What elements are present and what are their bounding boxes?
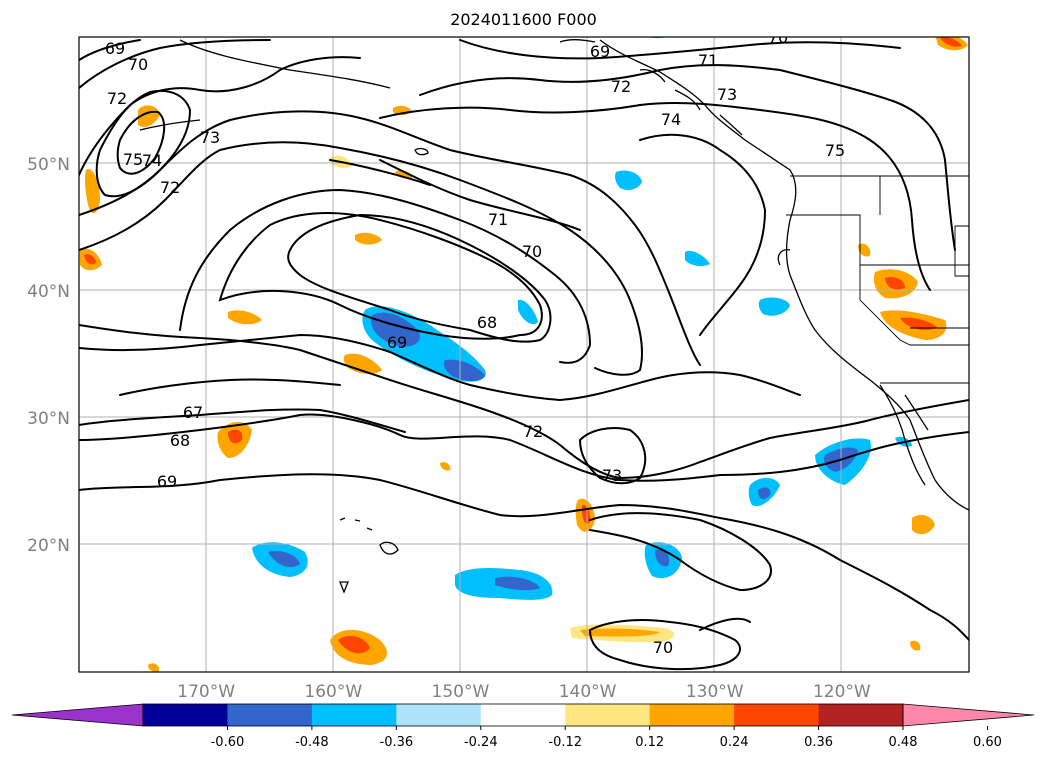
colorbar-bin — [734, 704, 820, 726]
contour-label: 75 — [825, 141, 845, 160]
contour-label: 72 — [107, 89, 127, 108]
latitude-label: 30°N — [27, 409, 70, 429]
colorbar-extend-low — [11, 703, 144, 727]
contour-label: 70 — [653, 638, 673, 657]
contour-label: 74 — [142, 151, 162, 170]
map-title: 2024011600 F000 — [450, 10, 597, 29]
colorbar-tick-label: 0.60 — [973, 735, 1002, 750]
contour-label: 71 — [698, 51, 718, 70]
colorbar-bin — [480, 704, 566, 726]
contour-label: 69 — [590, 42, 610, 61]
colorbar-tick-label: 0.24 — [720, 735, 749, 750]
colorbar-tick-label: -0.12 — [548, 735, 582, 750]
latitude-label: 20°N — [27, 536, 70, 556]
contour-label: 75 — [123, 150, 143, 169]
contour-label: 69 — [387, 333, 407, 352]
latitude-label: 40°N — [27, 282, 70, 302]
contour-label: 69 — [105, 39, 125, 58]
colorbar-bin — [396, 704, 482, 726]
longitude-label: 170°W — [177, 682, 235, 702]
contour-label: 70 — [768, 28, 788, 47]
contour-label: 70 — [128, 55, 148, 74]
colorbar-bin — [311, 704, 397, 726]
colorbar-bin — [227, 704, 313, 726]
contour-label: 72 — [611, 77, 631, 96]
contour-label: 72 — [523, 422, 543, 441]
colorbar-extend-high — [902, 703, 1035, 727]
longitude-label: 120°W — [813, 682, 871, 702]
contour-label: 73 — [717, 85, 737, 104]
colorbar-bin — [143, 704, 228, 726]
contour-label: 74 — [661, 110, 681, 129]
contour-label: 67 — [183, 403, 203, 422]
contour-label: 68 — [170, 431, 190, 450]
map-panel: 69 70 72 73 75 74 72 71 70 69 68 67 68 6… — [79, 28, 969, 672]
political-borders — [786, 175, 969, 384]
colorbar-tick-label: -0.48 — [295, 735, 329, 750]
colorbar-outline — [142, 703, 904, 727]
colorbar-tick-label: 0.48 — [889, 735, 918, 750]
colorbar-tick-label: -0.60 — [211, 735, 245, 750]
colorbar-tick-label: 0.36 — [804, 735, 833, 750]
contour-label: 73 — [200, 128, 220, 147]
contour-label: 72 — [160, 178, 180, 197]
colorbar-bin — [649, 704, 735, 726]
longitude-label: 130°W — [686, 682, 744, 702]
contour-label: 69 — [157, 472, 177, 491]
colorbar-tick-label: -0.36 — [380, 735, 414, 750]
graticule — [79, 37, 969, 672]
colorbar-bin — [565, 704, 651, 726]
contour-labels: 69 70 72 73 75 74 72 71 70 69 68 67 68 6… — [105, 28, 845, 657]
colorbar: -0.60 -0.48 -0.36 -0.24 -0.12 0.12 0.24 0.36 0.4… — [11, 703, 1035, 750]
longitude-label: 160°W — [304, 682, 362, 702]
colorbar-tick-label: -0.24 — [464, 735, 498, 750]
contour-label: 68 — [477, 313, 497, 332]
contour-label: 70 — [522, 242, 542, 261]
longitude-label: 140°W — [559, 682, 617, 702]
longitude-labels: 170°W 160°W 150°W 140°W 130°W 120°W — [177, 682, 871, 702]
height-contours — [79, 39, 969, 671]
contour-label: 71 — [488, 210, 508, 229]
colorbar-bin — [818, 704, 904, 726]
colorbar-tick-label: 0.12 — [635, 735, 664, 750]
longitude-label: 150°W — [432, 682, 490, 702]
coastlines — [139, 39, 969, 594]
latitude-labels: 50°N 40°N 30°N 20°N — [27, 155, 70, 556]
latitude-label: 50°N — [27, 155, 70, 175]
contour-label: 73 — [602, 466, 622, 485]
map-frame — [78, 36, 970, 673]
positive-anomaly-shading — [80, 37, 968, 672]
